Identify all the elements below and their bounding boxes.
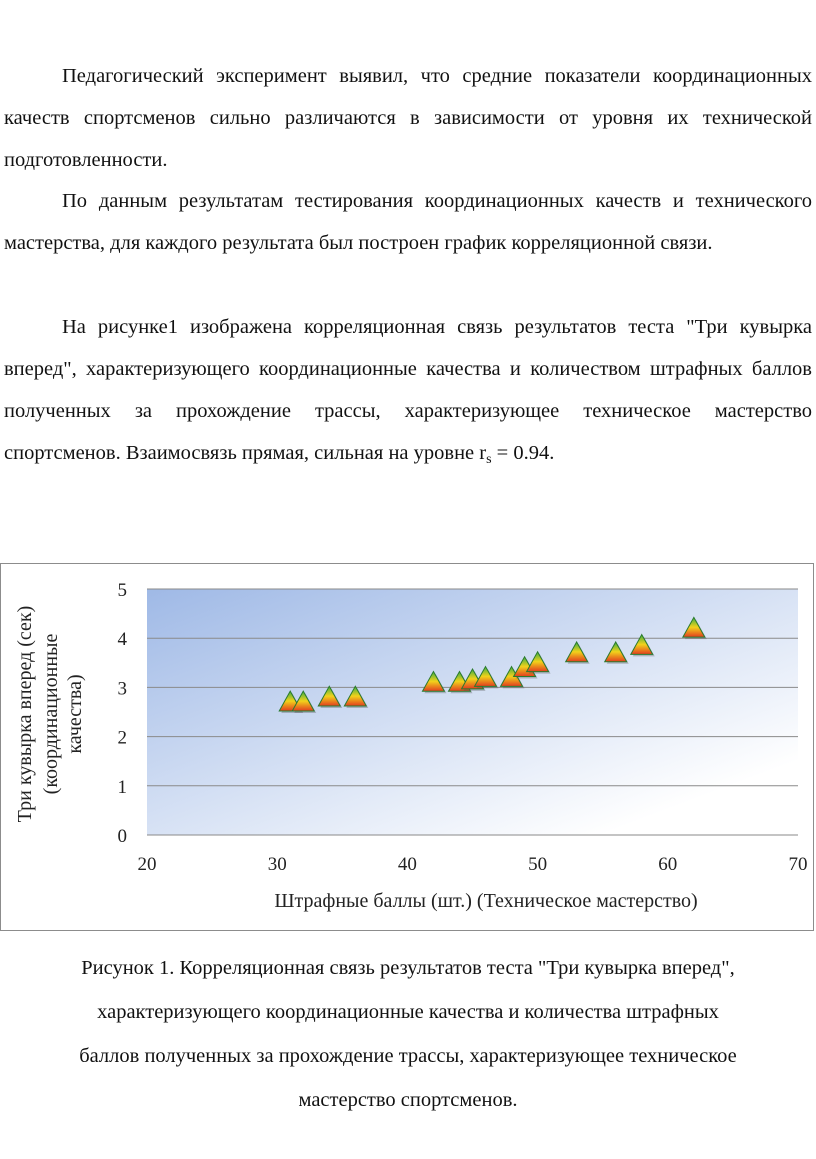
paragraph-text: На рисунке1 изображена корреляционная св… [4,306,812,481]
x-tick-label: 50 [528,854,547,875]
x-tick-label: 20 [138,854,157,875]
figure-caption: Рисунок 1. Корреляционная связь результа… [0,946,816,1122]
caption-line: баллов полученных за прохождение трассы,… [79,1045,737,1067]
y-axis-label-line: (координационные [40,634,62,795]
paragraph-main: На рисунке1 изображена корреляционная св… [4,316,812,464]
scatter-chart: 0 1 2 3 4 5 20 30 40 50 60 70 Штрафные баллы (шт.) … [14,580,808,912]
y-axis-label-line: качества) [64,674,86,753]
data-point [603,640,629,664]
data-point [291,690,317,713]
caption-line: Рисунок 1. Корреляционная связь результа… [81,957,735,979]
paragraph-intro: Педагогический эксперимент выявил, что с… [4,55,812,181]
data-points [278,616,707,713]
paragraph-text: По данным результатам тестирования коорд… [4,190,812,254]
paragraph-method: По данным результатам тестирования коорд… [4,180,812,264]
correlation-value: = 0.94. [491,442,555,464]
data-point [473,665,499,689]
chart-frame: 0 1 2 3 4 5 20 30 40 50 60 70 Штрафные баллы (шт.) … [0,563,814,931]
data-point [681,616,707,640]
caption-line: мастерство спортсменов. [298,1089,518,1111]
x-tick-label: 60 [658,854,677,875]
y-tick-label: 2 [118,728,128,749]
tick-labels: 0 1 2 3 4 5 20 30 40 50 60 70 [118,580,808,875]
data-point [629,633,655,657]
paragraph-result: На рисунке1 изображена корреляционная св… [4,306,812,481]
y-tick-label: 0 [118,826,128,847]
data-point [421,670,447,694]
caption-line: характеризующего координационные качеств… [97,1001,719,1023]
y-tick-label: 3 [118,678,128,699]
x-tick-label: 70 [789,854,808,875]
y-tick-label: 4 [118,629,128,650]
data-point [525,650,551,674]
paragraph-text: Педагогический эксперимент выявил, что с… [4,65,812,171]
y-axis-label-line: Три кувырка вперед (сек) [14,606,36,823]
correlation-subscript: s [486,452,492,467]
y-tick-label: 1 [118,777,128,798]
y-axis-label: Три кувырка вперед (сек) (координационные… [14,606,86,823]
x-tick-label: 40 [398,854,417,875]
data-point [564,640,590,664]
data-point [317,685,343,709]
y-tick-label: 5 [118,580,128,601]
x-tick-label: 30 [268,854,287,875]
x-axis-label: Штрафные баллы (шт.) (Техническое мастер… [274,890,697,912]
correlation-symbol: r [479,442,487,464]
plot-area [147,589,798,835]
data-point [343,685,369,709]
